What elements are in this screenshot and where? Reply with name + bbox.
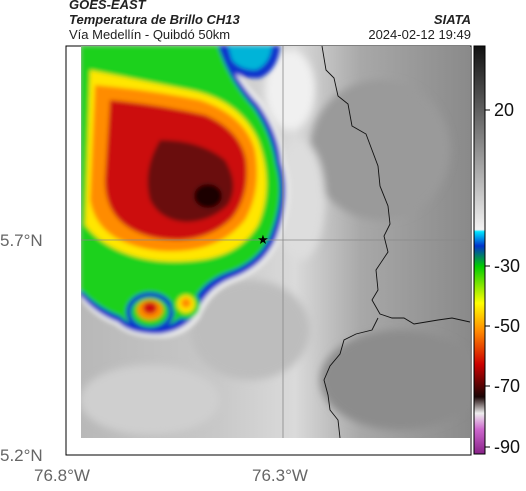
timestamp: 2024-02-12 19:49: [368, 27, 471, 42]
product-title: Temperatura de Brillo CH13: [69, 12, 240, 27]
colorbar-label: -30: [494, 256, 521, 276]
lon-tick-label: 76.3°W: [252, 466, 308, 485]
colorbar: [473, 45, 486, 455]
admin-border: [321, 46, 470, 325]
colorbar-label: -90: [494, 437, 521, 457]
lat-tick-label: 5.7°N: [0, 231, 43, 250]
brand-label: SIATA: [433, 12, 471, 27]
colorbar-label: 20: [494, 100, 515, 120]
lon-tick-label: 76.8°W: [34, 466, 90, 485]
cloud-texture: [81, 50, 470, 435]
admin-border-2: [323, 317, 379, 438]
convective-cloud: [81, 46, 291, 338]
colorbar-ticks: [485, 109, 490, 448]
satellite-name: GOES-EAST: [69, 0, 146, 12]
lat-tick-label: 5.2°N: [0, 446, 43, 465]
colorbar-label: -70: [494, 376, 521, 396]
location-marker: ★: [257, 233, 269, 248]
region-subtitle: Vía Medellín - Quibdó 50km: [69, 27, 231, 42]
colorbar-label: -50: [494, 316, 521, 336]
